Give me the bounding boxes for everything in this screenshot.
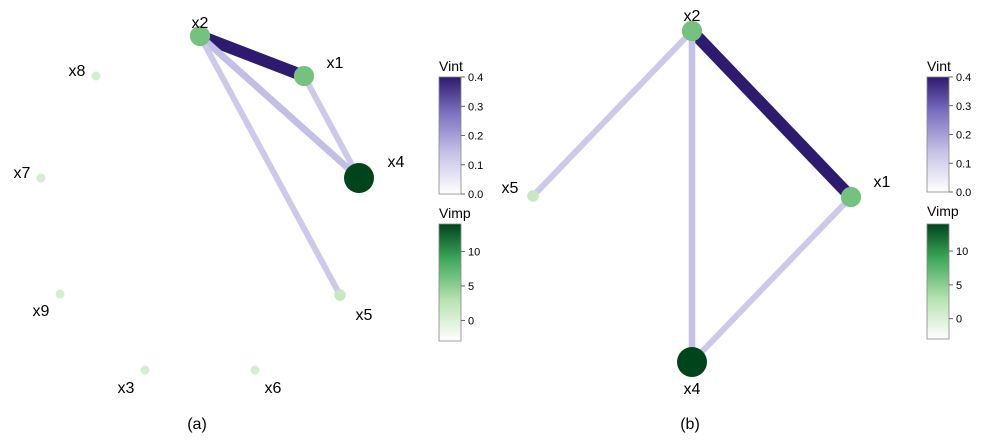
panel-a-label: (a)	[187, 416, 207, 433]
vimp-legend-title: Vimp	[927, 203, 959, 219]
panel-a-vimp-legend: Vimp 0 5 10	[438, 205, 480, 342]
node-x7	[36, 173, 46, 183]
vint-tick-label: 0.1	[468, 160, 483, 172]
node-x1	[293, 65, 315, 87]
vimp-ticks: 0 5 10	[949, 246, 968, 326]
edge-x1-x4	[689, 194, 854, 365]
panel-a-nodes	[36, 25, 374, 375]
node-x5	[334, 289, 346, 301]
node-x9	[55, 289, 65, 299]
vimp-legend-title: Vimp	[439, 205, 471, 221]
node-x3	[140, 365, 150, 375]
vint-ticks: 0.0 0.1 0.2 0.3 0.4	[949, 72, 971, 199]
node-label-x5: x5	[356, 307, 373, 324]
edge-x2-x5	[530, 28, 695, 199]
node-label-x4: x4	[388, 154, 405, 171]
vint-tick-label: 0.0	[468, 189, 483, 201]
node-x5	[527, 190, 539, 202]
vimp-tick-label: 5	[956, 280, 962, 292]
edge-x2-x1	[197, 30, 307, 82]
vint-tick-label: 0.1	[956, 158, 971, 170]
node-label-x3: x3	[118, 380, 135, 397]
edge-x1-x4	[301, 74, 362, 180]
node-label-x8: x8	[69, 63, 86, 80]
vimp-colorbar	[926, 223, 950, 340]
panel-b-vimp-legend: Vimp 0 5 10	[926, 203, 968, 340]
panel-b-labels: x1 x2 x4 x5	[502, 8, 891, 398]
panel-b: x1 x2 x4 x5 (b) Vint 0.0 0.1 0.2 0.3 0.4 Vimp 0…	[502, 8, 972, 433]
panel-a-labels: x1 x2 x3 x4 x5 x6 x7 x8 x9	[14, 15, 405, 397]
vimp-tick-label: 10	[956, 246, 968, 258]
edge-x2-x1	[687, 26, 856, 202]
node-label-x5: x5	[502, 180, 519, 197]
panel-b-vint-legend: Vint 0.0 0.1 0.2 0.3 0.4	[926, 58, 971, 199]
node-label-x6: x6	[265, 380, 282, 397]
panel-b-edges	[530, 26, 856, 365]
vimp-tick-label: 0	[468, 315, 474, 327]
node-label-x2: x2	[192, 15, 209, 32]
node-x2	[681, 20, 703, 42]
vint-tick-label: 0.2	[956, 130, 971, 142]
panel-a-vint-legend: Vint 0.0 0.1 0.2 0.3 0.4	[438, 58, 483, 201]
node-label-x1: x1	[874, 174, 891, 191]
edge-x2-x5	[197, 34, 343, 297]
vint-colorbar	[926, 76, 950, 193]
node-x1	[840, 186, 862, 208]
vimp-tick-label: 5	[468, 281, 474, 293]
node-label-x7: x7	[14, 165, 31, 182]
vimp-colorbar	[438, 223, 462, 342]
node-label-x1: x1	[327, 55, 344, 72]
node-x6	[250, 365, 260, 375]
vimp-tick-label: 0	[956, 314, 962, 326]
node-x2	[189, 25, 211, 47]
node-x4	[677, 347, 707, 377]
vint-legend-title: Vint	[927, 58, 951, 74]
vint-ticks: 0.0 0.1 0.2 0.3 0.4	[461, 72, 483, 201]
panel-b-nodes	[527, 20, 862, 377]
vint-tick-label: 0.2	[468, 131, 483, 143]
vint-colorbar	[438, 76, 462, 195]
vint-tick-label: 0.4	[956, 72, 971, 84]
panel-b-label: (b)	[680, 416, 700, 433]
node-label-x9: x9	[33, 303, 50, 320]
node-label-x2: x2	[684, 8, 701, 25]
vint-tick-label: 0.3	[956, 101, 971, 113]
panel-a: x1 x2 x3 x4 x5 x6 x7 x8 x9 (a) Vint 0.0 0.1 0.2 0.3…	[14, 15, 484, 433]
vimp-ticks: 0 5 10	[461, 247, 480, 327]
vint-tick-label: 0.0	[956, 187, 971, 199]
vimp-tick-label: 10	[468, 247, 480, 259]
vint-tick-label: 0.3	[468, 101, 483, 113]
vint-tick-label: 0.4	[468, 72, 483, 84]
node-x8	[91, 71, 101, 81]
vint-legend-title: Vint	[439, 58, 463, 74]
panel-a-edges	[197, 30, 362, 297]
node-x4	[344, 163, 374, 193]
edge-x2-x4	[197, 33, 362, 181]
node-label-x4: x4	[684, 381, 701, 398]
